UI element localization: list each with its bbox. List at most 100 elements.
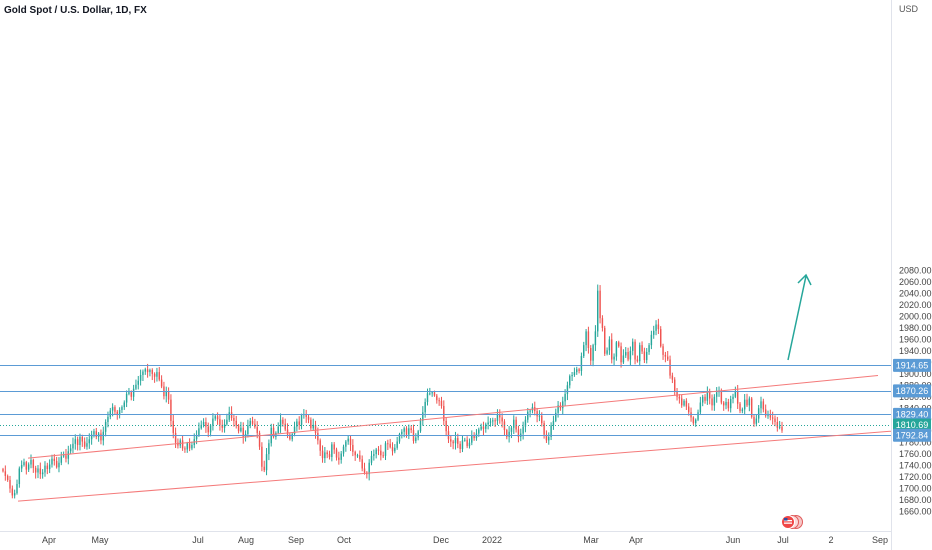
candle-body: [543, 423, 545, 435]
candle-body: [729, 399, 732, 409]
candle-body: [513, 419, 515, 428]
candle-body: [135, 384, 137, 389]
candle-body: [55, 461, 58, 468]
candle-body: [132, 388, 135, 397]
y-tick-label: 1660.00: [899, 507, 932, 517]
candle-body: [230, 412, 233, 419]
candle-body: [620, 346, 622, 363]
candle-body: [510, 427, 513, 432]
candle-body: [704, 396, 706, 401]
candle-body: [499, 414, 501, 418]
candle-body: [347, 438, 349, 442]
candle-body: [778, 426, 781, 428]
drawings-layer: [0, 273, 892, 502]
candle-body: [396, 441, 398, 448]
x-tick-label: Oct: [337, 535, 352, 545]
candle-body: [216, 416, 219, 420]
candle-body: [83, 441, 86, 447]
candle-body: [461, 440, 464, 449]
candle-body: [156, 372, 158, 377]
candle-body: [338, 457, 340, 460]
candle-body: [550, 425, 552, 437]
candle-body: [669, 359, 671, 376]
candle-body: [58, 462, 60, 468]
candle-body: [771, 417, 774, 419]
x-tick-label: Dec: [433, 535, 450, 545]
candle-body: [247, 425, 249, 435]
candle-body: [261, 446, 263, 467]
candle-body: [76, 439, 79, 445]
candle-body: [401, 431, 403, 435]
candle-body: [762, 401, 765, 410]
candle-body: [377, 449, 380, 451]
candle-body: [151, 369, 153, 374]
candle-body: [349, 438, 352, 445]
candle-body: [305, 413, 307, 417]
candle-body: [655, 324, 657, 331]
candle-body: [429, 393, 431, 395]
level-price-tag: [893, 407, 931, 421]
candle-body: [552, 420, 555, 426]
candle-body: [32, 459, 35, 468]
candle-body: [494, 420, 496, 422]
candle-body: [457, 438, 459, 444]
candle-body: [326, 452, 328, 455]
candle-body: [345, 441, 347, 447]
channel-upper-line: [27, 375, 879, 459]
candle-body: [242, 427, 244, 438]
candle-body: [167, 391, 170, 400]
candle-body: [648, 345, 650, 353]
candle-body: [181, 440, 184, 449]
candle-body: [694, 419, 697, 424]
candle-body: [403, 428, 405, 432]
x-tick-label: May: [91, 535, 109, 545]
candle-body: [72, 443, 74, 449]
candle-body: [296, 421, 298, 427]
candle-body: [657, 324, 660, 330]
candle-body: [174, 432, 177, 443]
candle-body: [363, 468, 366, 473]
candle-body: [487, 422, 489, 425]
candle-body: [142, 371, 144, 375]
candle-body: [571, 374, 573, 377]
flag-icon[interactable]: [781, 515, 803, 529]
candle-body: [424, 401, 426, 413]
candle-body: [291, 434, 293, 440]
candle-body: [615, 342, 618, 357]
candle-body: [701, 396, 704, 403]
candle-body: [650, 334, 653, 346]
candle-body: [223, 424, 226, 428]
candle-body: [678, 396, 681, 399]
candle-body: [440, 400, 443, 406]
candle-body: [748, 398, 751, 406]
candle-body: [524, 419, 527, 427]
candle-body: [319, 440, 321, 451]
candle-body: [116, 411, 119, 415]
candle-body: [464, 439, 466, 441]
candle-body: [422, 412, 424, 421]
candle-body: [436, 395, 438, 401]
candle-body: [60, 456, 63, 463]
candle-body: [445, 420, 447, 432]
candle-body: [312, 424, 314, 429]
candle-body: [652, 330, 655, 335]
candle-body: [4, 471, 7, 476]
x-tick-label: Jul: [192, 535, 204, 545]
x-tick-label: Sep: [288, 535, 304, 545]
candle-body: [268, 443, 270, 455]
candle-body: [639, 345, 641, 362]
candle-body: [545, 434, 548, 441]
candle-body: [680, 398, 683, 406]
candle-body: [342, 446, 345, 454]
candle-body: [240, 427, 242, 432]
candle-body: [727, 401, 730, 409]
candle-body: [522, 426, 524, 434]
candle-body: [666, 356, 669, 360]
candle-body: [195, 435, 198, 440]
candle-body: [384, 443, 387, 456]
candle-body: [123, 402, 126, 408]
candle-body: [74, 439, 77, 444]
time-axis[interactable]: Apr May Jul Aug Sep Oct Dec 2022 Mar Apr Jun Jul 2 Se…: [42, 535, 888, 545]
